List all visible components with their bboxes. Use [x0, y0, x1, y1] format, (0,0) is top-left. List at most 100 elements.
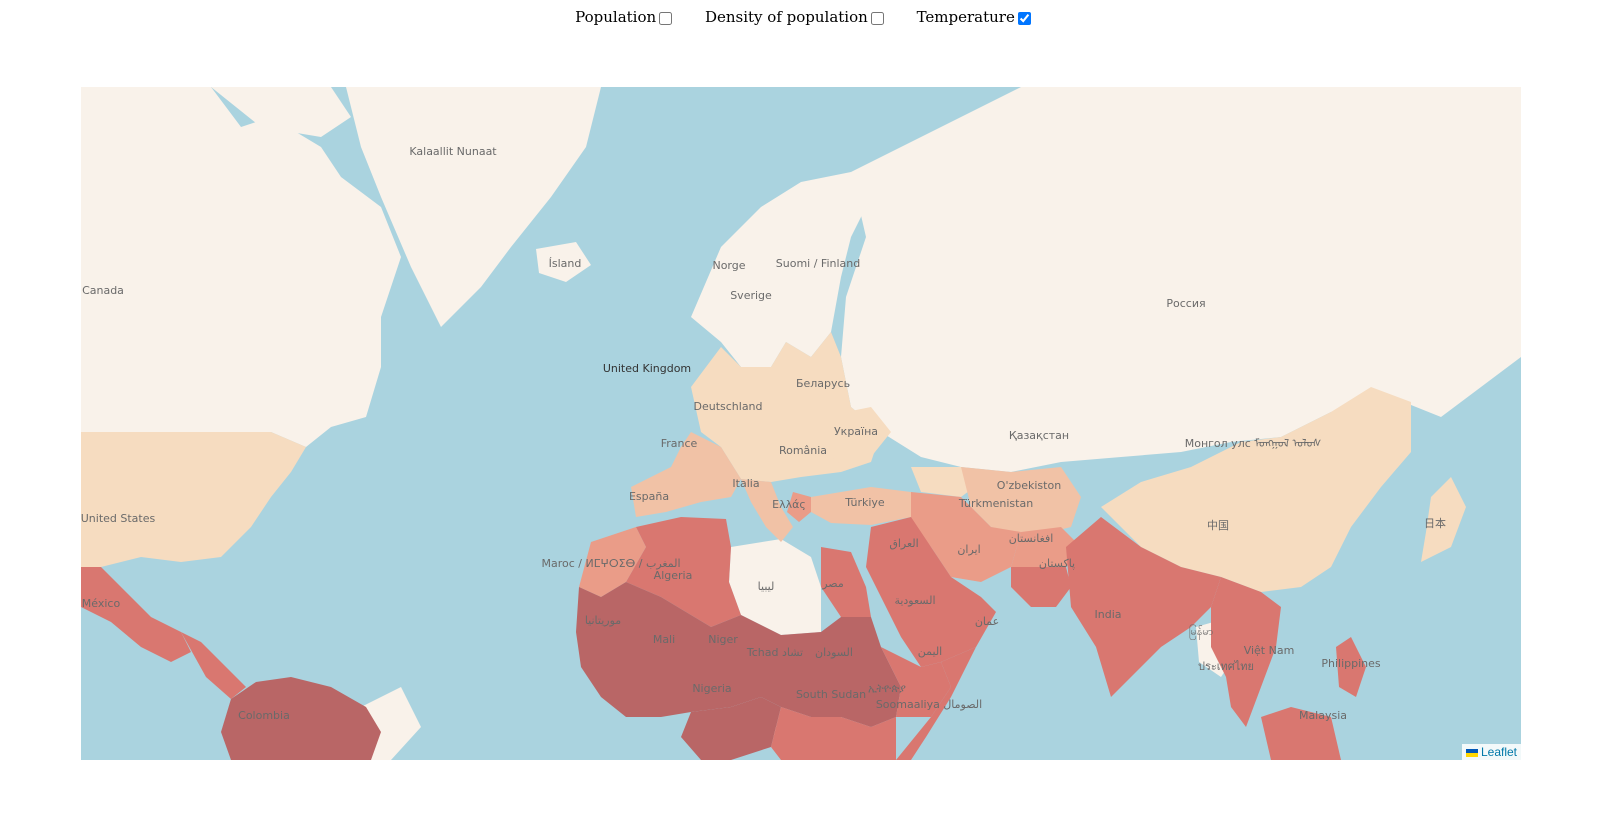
region-iran: [911, 492, 1021, 582]
label-greece: Ελλάς: [772, 498, 806, 511]
temperature-toggle[interactable]: Temperature: [917, 8, 1031, 26]
region-egypt: [821, 547, 871, 617]
region-pakistan: [1011, 567, 1071, 607]
land-canada: [81, 87, 401, 447]
base-land: [81, 87, 1521, 760]
label-mauritania: موريتانيا: [585, 614, 621, 627]
label-mali: Mali: [653, 633, 675, 646]
temperature-checkbox[interactable]: [1017, 11, 1031, 25]
label-nigeria: Nigeria: [692, 682, 731, 695]
label-vietnam: Việt Nam: [1244, 644, 1295, 657]
region-west-sahel: [576, 582, 901, 727]
label-russia: Россия: [1166, 297, 1205, 310]
region-se-asia: [1211, 577, 1281, 727]
map-canvas[interactable]: Canada Kalaallit Nunaat Ísland Norge Sve…: [81, 87, 1521, 760]
region-central-africa: [771, 707, 896, 760]
leaflet-link[interactable]: Leaflet: [1480, 745, 1517, 759]
region-mexico: [81, 567, 191, 662]
land-eurasia: [841, 87, 1521, 472]
land-libya: [729, 539, 821, 635]
region-nigeria: [681, 697, 781, 760]
population-toggle[interactable]: Population: [575, 8, 673, 26]
region-turkey: [811, 487, 911, 525]
label-sweden: Sverige: [730, 289, 772, 302]
label-germany: Deutschland: [693, 400, 762, 413]
label-egypt: مصر: [821, 577, 844, 590]
label-south-sudan: South Sudan: [796, 688, 866, 701]
label-japan: 日本: [1424, 516, 1446, 530]
map-container[interactable]: Canada Kalaallit Nunaat Ísland Norge Sve…: [81, 87, 1521, 760]
label-italy: Italia: [732, 477, 759, 490]
label-kazakhstan: Қазақстан: [1009, 429, 1069, 442]
label-iceland: Ísland: [549, 257, 582, 270]
label-france: France: [661, 437, 698, 450]
label-oman: عمان: [975, 615, 999, 628]
label-uk: United Kingdom: [603, 362, 691, 375]
label-libya: ليبيا: [758, 580, 775, 593]
label-ethiopia: ኢትዮጵያ: [868, 682, 906, 695]
label-uzbekistan: O'zbekiston: [997, 479, 1061, 492]
label-algeria: Algeria: [654, 569, 693, 582]
label-china: 中国: [1207, 519, 1229, 532]
land-arctic-islands: [211, 87, 351, 137]
label-pakistan: پاکستان: [1039, 557, 1075, 570]
label-norway: Norge: [712, 259, 745, 272]
region-italy: [741, 479, 793, 542]
label-india: India: [1095, 608, 1122, 621]
label-finland: Suomi / Finland: [776, 257, 860, 270]
label-yemen: اليمن: [918, 645, 942, 658]
ukraine-flag-icon: [1465, 748, 1478, 757]
label-iraq: العراق: [889, 537, 918, 550]
label-spain: España: [629, 490, 669, 503]
region-ukraine: [821, 407, 891, 465]
population-checkbox[interactable]: [659, 11, 673, 25]
region-china: [1101, 387, 1411, 592]
layer-controls: Population Density of population Tempera…: [0, 7, 1606, 26]
label-colombia: Colombia: [238, 709, 290, 722]
region-usa: [81, 432, 306, 567]
region-somalia: [896, 647, 976, 760]
label-canada: Canada: [82, 284, 124, 297]
label-romania: România: [779, 444, 827, 457]
land-iceland: [536, 242, 591, 282]
region-central-america: [181, 632, 246, 699]
label-morocco: Maroc / ⵍⵎⵖⵔⵉⴱ / المغرب: [542, 557, 681, 570]
temperature-layer: [81, 332, 1466, 760]
label-thailand: ประเทศไทย: [1198, 660, 1254, 673]
label-chad: Tchad تشاد: [746, 646, 803, 659]
region-central-asia: [961, 467, 1081, 537]
region-morocco: [579, 527, 646, 597]
label-greenland: Kalaallit Nunaat: [409, 145, 497, 158]
map-attribution: Leaflet: [1461, 744, 1521, 760]
land-greenland: [346, 87, 601, 327]
region-arabia: [866, 517, 996, 667]
label-philippines: Philippines: [1321, 657, 1381, 670]
region-malaysia: [1261, 707, 1341, 760]
density-toggle[interactable]: Density of population: [705, 8, 884, 26]
label-usa: United States: [81, 512, 156, 525]
label-belarus: Беларусь: [796, 377, 850, 390]
label-iran: ایران: [957, 543, 980, 556]
label-somalia: Soomaaliya الصومال: [876, 698, 982, 711]
region-philippines: [1336, 637, 1366, 697]
label-turkey: Türkiye: [844, 496, 885, 509]
label-afghanistan: افغانستان: [1009, 532, 1054, 545]
label-myanmar: မြန်မာ: [1189, 624, 1214, 640]
label-ukraine: Україна: [834, 425, 878, 438]
density-checkbox[interactable]: [870, 11, 884, 25]
temperature-label: Temperature: [916, 8, 1015, 26]
label-mongolia: Монгол улс ᠮᠤᠩᠭᠤᠯ ᠤᠯᠤᠰ: [1185, 437, 1322, 450]
region-greece: [787, 492, 811, 522]
label-malaysia: Malaysia: [1299, 709, 1347, 722]
map-labels: Canada Kalaallit Nunaat Ísland Norge Sve…: [81, 145, 1446, 722]
label-saudi: السعودية: [894, 594, 935, 607]
population-label: Population: [575, 8, 657, 26]
label-mexico: México: [82, 597, 121, 610]
label-sudan: السودان: [815, 646, 853, 659]
region-japan: [1421, 477, 1466, 562]
label-turkmenistan: Türkmenistan: [958, 497, 1033, 510]
land-scandinavia: [691, 172, 871, 367]
region-india: [1066, 517, 1221, 697]
region-algeria: [626, 517, 741, 627]
region-ethiopia: [881, 647, 951, 717]
